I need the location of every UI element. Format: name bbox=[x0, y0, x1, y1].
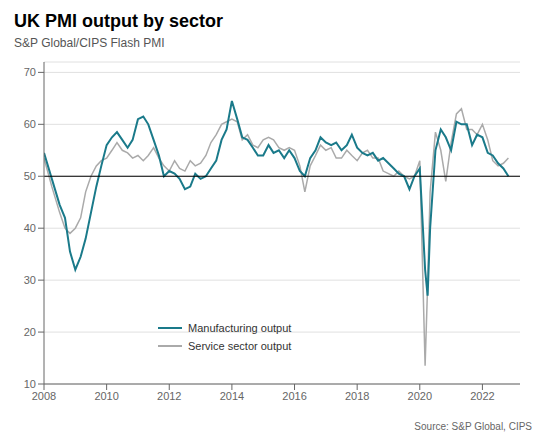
html-text:Source: S&P Global, CIPS: Source: S&P Global, CIPS bbox=[414, 421, 532, 432]
svg-text:60: 60 bbox=[24, 118, 36, 130]
svg-text:2018: 2018 bbox=[345, 390, 369, 402]
svg-text:2022: 2022 bbox=[470, 390, 494, 402]
svg-text:2008: 2008 bbox=[32, 390, 56, 402]
svg-text:10: 10 bbox=[24, 378, 36, 390]
svg-text:2010: 2010 bbox=[94, 390, 118, 402]
html-text:UK PMI output by sector: UK PMI output by sector bbox=[14, 11, 223, 31]
svg-text:70: 70 bbox=[24, 66, 36, 78]
svg-text:40: 40 bbox=[24, 222, 36, 234]
svg-text:30: 30 bbox=[24, 274, 36, 286]
svg-text:50: 50 bbox=[24, 170, 36, 182]
svg-text:2014: 2014 bbox=[220, 390, 244, 402]
svg-text:2012: 2012 bbox=[157, 390, 181, 402]
html-text:Manufacturing output: Manufacturing output bbox=[188, 322, 292, 334]
html-text:S&P Global/CIPS Flash PMI: S&P Global/CIPS Flash PMI bbox=[14, 36, 165, 50]
html-text:Service sector output: Service sector output bbox=[188, 340, 292, 352]
svg-text:2020: 2020 bbox=[408, 390, 432, 402]
svg-text:20: 20 bbox=[24, 326, 36, 338]
svg-text:2016: 2016 bbox=[282, 390, 306, 402]
